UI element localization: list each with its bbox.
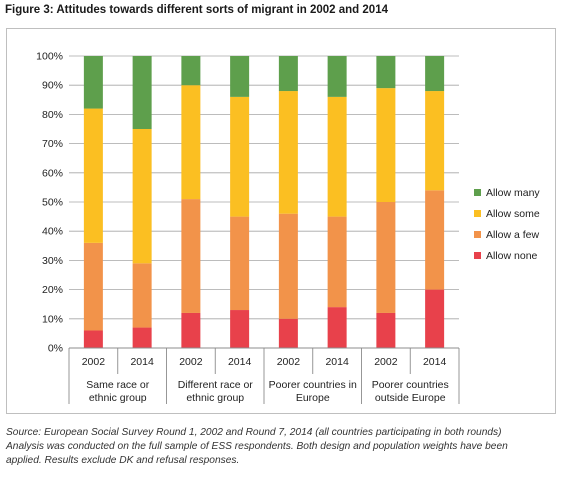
bar-segment-allow-some xyxy=(425,91,445,191)
x-tick-label: 2002 xyxy=(374,356,398,368)
source-line-3: applied. Results exclude DK and refusal … xyxy=(6,455,240,466)
bar-segment-allow-a-few xyxy=(327,216,347,308)
bar-segment-allow-some xyxy=(132,129,152,264)
legend-label: Allow a few xyxy=(486,229,540,241)
bar-segment-allow-none xyxy=(83,330,103,348)
group-label: Europe xyxy=(296,392,330,404)
group-label: Poorer countries xyxy=(372,379,449,391)
bar-segment-allow-some xyxy=(278,91,298,214)
source-line-1: Source: European Social Survey Round 1, … xyxy=(6,427,502,438)
y-tick-label: 60% xyxy=(42,167,63,179)
bar-segment-allow-none xyxy=(181,312,201,348)
bar-segment-allow-some xyxy=(376,88,396,202)
group-label: Same race or xyxy=(86,379,150,391)
source-note: Source: European Social Survey Round 1, … xyxy=(6,426,558,468)
bar-segment-allow-a-few xyxy=(278,213,298,319)
bar-segment-allow-many xyxy=(83,56,103,109)
x-tick-label: 2014 xyxy=(228,356,252,368)
legend-swatch xyxy=(474,210,481,217)
x-tick-label: 2002 xyxy=(82,356,106,368)
y-tick-label: 40% xyxy=(42,226,63,238)
x-tick-label: 2014 xyxy=(130,356,154,368)
legend-swatch xyxy=(474,252,481,259)
group-label: ethnic group xyxy=(89,392,147,404)
group-label: outside Europe xyxy=(375,392,446,404)
figure-title: Figure 3: Attitudes towards different so… xyxy=(5,4,388,16)
stacked-bar-chart: 0% 10% 20% 30% 40% 50% 60% 70% 80% 90% 100% 2002 201… xyxy=(36,51,540,404)
bar-segment-allow-a-few xyxy=(132,263,152,328)
bar-segment-allow-a-few xyxy=(83,242,103,331)
bar-segment-allow-none xyxy=(132,327,152,348)
bar-segment-allow-many xyxy=(327,56,347,97)
bar-segment-allow-none xyxy=(278,318,298,348)
legend-label: Allow many xyxy=(486,187,540,199)
y-tick-label: 80% xyxy=(42,109,63,121)
bar-segment-allow-many xyxy=(278,56,298,92)
y-tick-label: 0% xyxy=(48,343,63,355)
x-tick-label: 2002 xyxy=(277,356,301,368)
group-label: Different race or xyxy=(178,379,254,391)
bar-segment-allow-a-few xyxy=(425,190,445,290)
legend-label: Allow some xyxy=(486,208,540,220)
y-tick-label: 30% xyxy=(42,255,63,267)
legend-swatch xyxy=(474,189,481,196)
bar-segment-allow-many xyxy=(376,56,396,89)
y-tick-label: 10% xyxy=(42,313,63,325)
bar-segment-allow-a-few xyxy=(230,216,250,311)
bar-segment-allow-a-few xyxy=(376,202,396,313)
x-tick-label: 2002 xyxy=(179,356,203,368)
bar-segment-allow-some xyxy=(181,85,201,200)
bar-segment-allow-many xyxy=(132,56,152,129)
bar-segment-allow-none xyxy=(327,307,347,348)
y-tick-label: 20% xyxy=(42,284,63,296)
bar-segment-allow-none xyxy=(376,312,396,348)
y-tick-label: 90% xyxy=(42,80,63,92)
bar-segment-allow-a-few xyxy=(181,199,201,313)
bar-segment-allow-many xyxy=(181,56,201,86)
y-tick-label: 100% xyxy=(36,51,63,63)
bar-segment-allow-some xyxy=(83,108,103,243)
y-tick-label: 70% xyxy=(42,138,63,150)
bar-segment-allow-none xyxy=(425,289,445,348)
bar-segment-allow-none xyxy=(230,310,250,348)
y-tick-label: 50% xyxy=(42,197,63,209)
bar-segment-allow-some xyxy=(327,96,347,217)
legend-swatch xyxy=(474,231,481,238)
bar-segment-allow-many xyxy=(230,56,250,97)
x-tick-label: 2014 xyxy=(325,356,349,368)
group-label: ethnic group xyxy=(186,392,244,404)
legend-label: Allow none xyxy=(486,250,538,262)
group-label: Poorer countries in xyxy=(269,379,357,391)
source-line-2: Analysis was conducted on the full sampl… xyxy=(6,441,508,452)
bar-segment-allow-many xyxy=(425,56,445,92)
x-tick-label: 2014 xyxy=(423,356,447,368)
bar-segment-allow-some xyxy=(230,96,250,217)
